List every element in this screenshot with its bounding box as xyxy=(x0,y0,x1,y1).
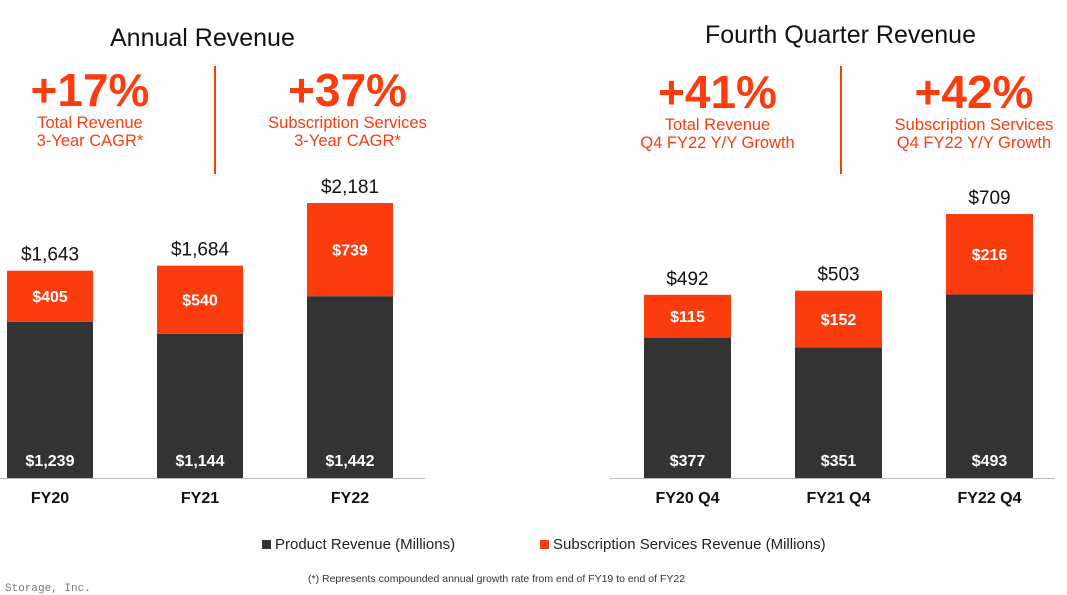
kpi-label-line1: Total Revenue xyxy=(37,114,143,132)
quarter-total-growth-kpi: +41% Total Revenue Q4 FY22 Y/Y Growth xyxy=(625,68,810,152)
annual-revenue-title: Annual Revenue xyxy=(110,24,295,52)
legend-label-product: Product Revenue (Millions) xyxy=(275,536,456,553)
subscription-value-label: $739 xyxy=(332,243,368,260)
category-tick-label: FY21 xyxy=(181,490,219,507)
kpi-label-line2: Q4 FY22 Y/Y Growth xyxy=(640,134,795,152)
kpi-divider xyxy=(840,66,842,174)
category-tick-label: FY21 Q4 xyxy=(806,490,870,507)
total-value-label: $503 xyxy=(817,265,859,286)
kpi-label-line1: Subscription Services xyxy=(268,114,427,132)
kpi-divider xyxy=(214,66,216,174)
category-tick-label: FY20 Q4 xyxy=(655,490,719,507)
total-value-label: $1,684 xyxy=(171,240,230,261)
product-value-label: $1,442 xyxy=(326,453,375,470)
company-name-cutoff: Pure Storage, Inc. xyxy=(0,583,91,595)
category-tick-label: FY20 xyxy=(31,490,69,507)
total-value-label: $2,181 xyxy=(321,177,379,198)
subscription-bar xyxy=(644,294,731,338)
fourth-quarter-revenue-title: Fourth Quarter Revenue xyxy=(705,21,976,49)
product-value-label: $1,239 xyxy=(26,453,75,470)
product-bar xyxy=(157,333,243,478)
quarter-subscription-growth-kpi: +42% Subscription Services Q4 FY22 Y/Y G… xyxy=(880,68,1067,152)
total-value-label: $709 xyxy=(968,188,1010,209)
fourth-quarter-revenue-chart: $377 $115 $492 FY20 Q4 $351 $152 $503 FY21 Q4 $4… xyxy=(610,188,1055,507)
kpi-value: +42% xyxy=(914,66,1034,118)
kpi-label-line2: 3-Year CAGR* xyxy=(294,132,401,150)
legend-label-subscription: Subscription Services Revenue (Millions) xyxy=(553,536,826,553)
legend-item-product: Product Revenue (Millions) xyxy=(262,536,455,553)
subscription-value-label: $216 xyxy=(972,247,1008,264)
category-tick-label: FY22 Q4 xyxy=(957,490,1021,507)
annual-total-cagr-kpi: +17% Total Revenue 3-Year CAGR* xyxy=(15,66,165,150)
kpi-label-line2: 3-Year CAGR* xyxy=(36,132,144,150)
subscription-value-label: $540 xyxy=(182,293,218,310)
annual-revenue-chart: $1,239 $405 $1,643 FY20 $1,144 $540 $1,684 FY21… xyxy=(0,177,425,507)
product-bar xyxy=(946,294,1033,478)
product-value-label: $351 xyxy=(821,453,857,470)
kpi-label-line1: Total Revenue xyxy=(664,116,771,134)
subscription-bar xyxy=(157,265,243,334)
footnote: (*) Represents compounded annual growth … xyxy=(308,573,686,585)
kpi-value: +37% xyxy=(288,64,407,116)
product-bar xyxy=(307,296,393,478)
legend-swatch-subscription xyxy=(540,540,549,549)
subscription-bar xyxy=(307,203,393,297)
product-bar xyxy=(644,337,731,478)
subscription-value-label: $152 xyxy=(821,312,857,329)
subscription-bar xyxy=(7,270,93,322)
total-value-label: $1,643 xyxy=(21,245,79,266)
product-value-label: $1,144 xyxy=(176,453,225,470)
product-bar xyxy=(795,347,882,478)
category-tick-label: FY22 xyxy=(331,490,369,507)
total-value-label: $492 xyxy=(666,269,708,290)
kpi-label-line1: Subscription Services xyxy=(894,116,1054,134)
legend-item-subscription: Subscription Services Revenue (Millions) xyxy=(540,536,826,553)
legend-swatch-product xyxy=(262,540,271,549)
annual-subscription-cagr-kpi: +37% Subscription Services 3-Year CAGR* xyxy=(255,66,440,150)
product-value-label: $377 xyxy=(670,453,706,470)
kpi-value: +41% xyxy=(658,66,777,118)
subscription-bar xyxy=(946,213,1033,295)
kpi-value: +17% xyxy=(30,64,150,116)
product-value-label: $493 xyxy=(972,453,1008,470)
subscription-bar xyxy=(795,290,882,348)
kpi-label-line2: Q4 FY22 Y/Y Growth xyxy=(896,134,1052,152)
product-bar xyxy=(7,321,93,478)
subscription-value-label: $405 xyxy=(32,289,68,306)
subscription-value-label: $115 xyxy=(670,309,705,326)
